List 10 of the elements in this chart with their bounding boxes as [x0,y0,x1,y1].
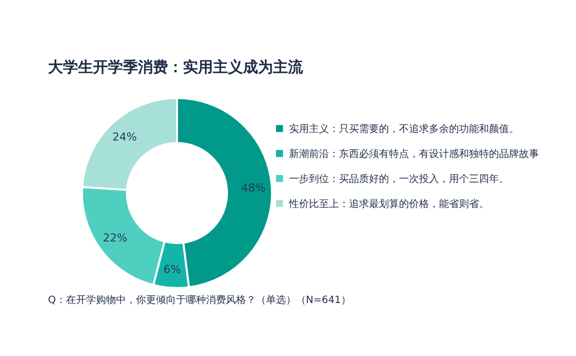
legend-label: 一步到位：买品质好的，一次投入，用个三四年。 [289,172,509,186]
legend-label: 性价比至上：追求最划算的价格，能省则省。 [289,198,489,210]
data-label: 48% [241,182,266,195]
text: Q：在开学购物中，你更倾向于哪种消费风格？（单选）（N=641） [48,294,351,307]
data-label: 6% [163,262,181,276]
chart-title: 大学生开学季消费：实用主义成为主流 [48,58,303,77]
legend-label: 实用主义：只买需要的，不追求多余的功能和颜值。 [289,122,519,136]
data-label: 24% [112,130,137,144]
data-label: 22% [102,231,128,244]
legend-label: 新潮前沿：东西必须有特点，有设计感和独特的品牌故事 [289,148,539,160]
